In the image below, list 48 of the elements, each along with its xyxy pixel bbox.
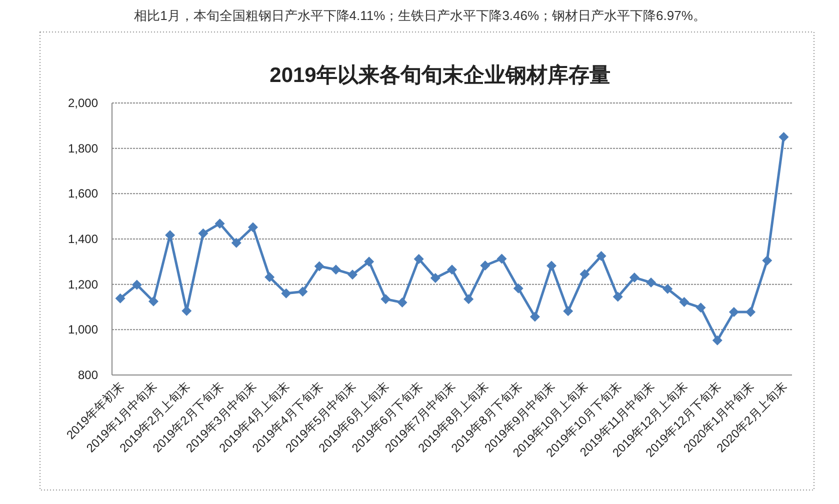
point bbox=[347, 270, 358, 280]
point bbox=[712, 335, 722, 346]
y-tick-label: 800 bbox=[78, 368, 98, 382]
text: 相比1月，本旬全国粗钢日产水平下降4.11%；生铁日产水平下降3.46%；钢材日产水平下降6.97%。 bbox=[134, 8, 706, 23]
point bbox=[380, 294, 391, 304]
point bbox=[464, 294, 474, 304]
point bbox=[530, 312, 540, 322]
point bbox=[546, 260, 557, 271]
point bbox=[314, 261, 324, 272]
y-tick-label: 2,000 bbox=[68, 96, 98, 110]
y-tick-label: 1,600 bbox=[68, 186, 98, 201]
point bbox=[696, 302, 706, 313]
point bbox=[662, 284, 673, 294]
point bbox=[397, 297, 408, 308]
point bbox=[364, 256, 374, 267]
point bbox=[264, 272, 275, 282]
y-tick-label: 1,800 bbox=[68, 141, 98, 156]
point bbox=[414, 254, 424, 264]
point bbox=[298, 286, 308, 297]
point bbox=[231, 238, 242, 248]
y-tick-label: 1,200 bbox=[68, 277, 98, 292]
point bbox=[132, 280, 142, 290]
point bbox=[679, 297, 690, 308]
y-tick-label: 1,000 bbox=[68, 322, 98, 337]
point bbox=[580, 269, 590, 280]
point bbox=[198, 228, 208, 238]
point bbox=[214, 218, 225, 229]
point bbox=[330, 264, 341, 275]
point bbox=[115, 293, 126, 304]
point bbox=[281, 288, 292, 298]
point bbox=[148, 296, 158, 306]
point bbox=[496, 254, 507, 264]
point bbox=[480, 260, 490, 271]
point bbox=[629, 272, 640, 283]
point bbox=[563, 306, 574, 316]
point bbox=[762, 256, 772, 266]
point bbox=[596, 251, 606, 261]
point bbox=[447, 264, 457, 275]
point bbox=[513, 283, 524, 294]
point bbox=[746, 306, 756, 317]
point bbox=[430, 272, 440, 283]
point bbox=[778, 132, 789, 142]
point bbox=[612, 292, 623, 302]
chart-title: 2019年以来各旬旬末企业钢材库存量 bbox=[270, 63, 610, 87]
y-tick-label: 1,400 bbox=[68, 232, 98, 246]
point bbox=[248, 222, 258, 232]
point bbox=[728, 306, 739, 317]
point bbox=[646, 278, 656, 288]
